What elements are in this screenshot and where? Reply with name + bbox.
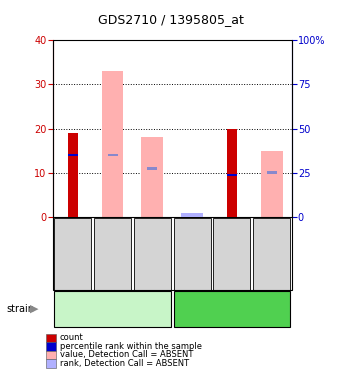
Text: control: control xyxy=(94,304,131,314)
Text: count: count xyxy=(60,333,84,343)
Text: Dahl: Dahl xyxy=(220,304,244,314)
Text: percentile rank within the sample: percentile rank within the sample xyxy=(60,342,202,351)
Bar xyxy=(147,167,157,170)
Text: GSM108325: GSM108325 xyxy=(68,230,77,276)
Bar xyxy=(227,174,237,176)
Text: ▶: ▶ xyxy=(30,304,38,314)
Bar xyxy=(107,154,118,156)
Bar xyxy=(142,137,163,217)
Bar xyxy=(181,213,203,217)
Text: strain: strain xyxy=(7,304,35,314)
Text: GSM108328: GSM108328 xyxy=(188,230,197,276)
Bar xyxy=(261,151,283,217)
Text: GSM108330: GSM108330 xyxy=(267,230,276,276)
Text: value, Detection Call = ABSENT: value, Detection Call = ABSENT xyxy=(60,350,193,359)
Text: GSM108327: GSM108327 xyxy=(148,230,157,276)
Bar xyxy=(68,154,78,156)
Bar xyxy=(227,129,237,217)
Text: GSM108329: GSM108329 xyxy=(227,230,236,276)
Bar xyxy=(102,71,123,217)
Text: GDS2710 / 1395805_at: GDS2710 / 1395805_at xyxy=(98,13,243,26)
Bar xyxy=(68,133,78,217)
Text: rank, Detection Call = ABSENT: rank, Detection Call = ABSENT xyxy=(60,359,189,368)
Bar xyxy=(267,172,277,174)
Text: GSM108326: GSM108326 xyxy=(108,230,117,276)
